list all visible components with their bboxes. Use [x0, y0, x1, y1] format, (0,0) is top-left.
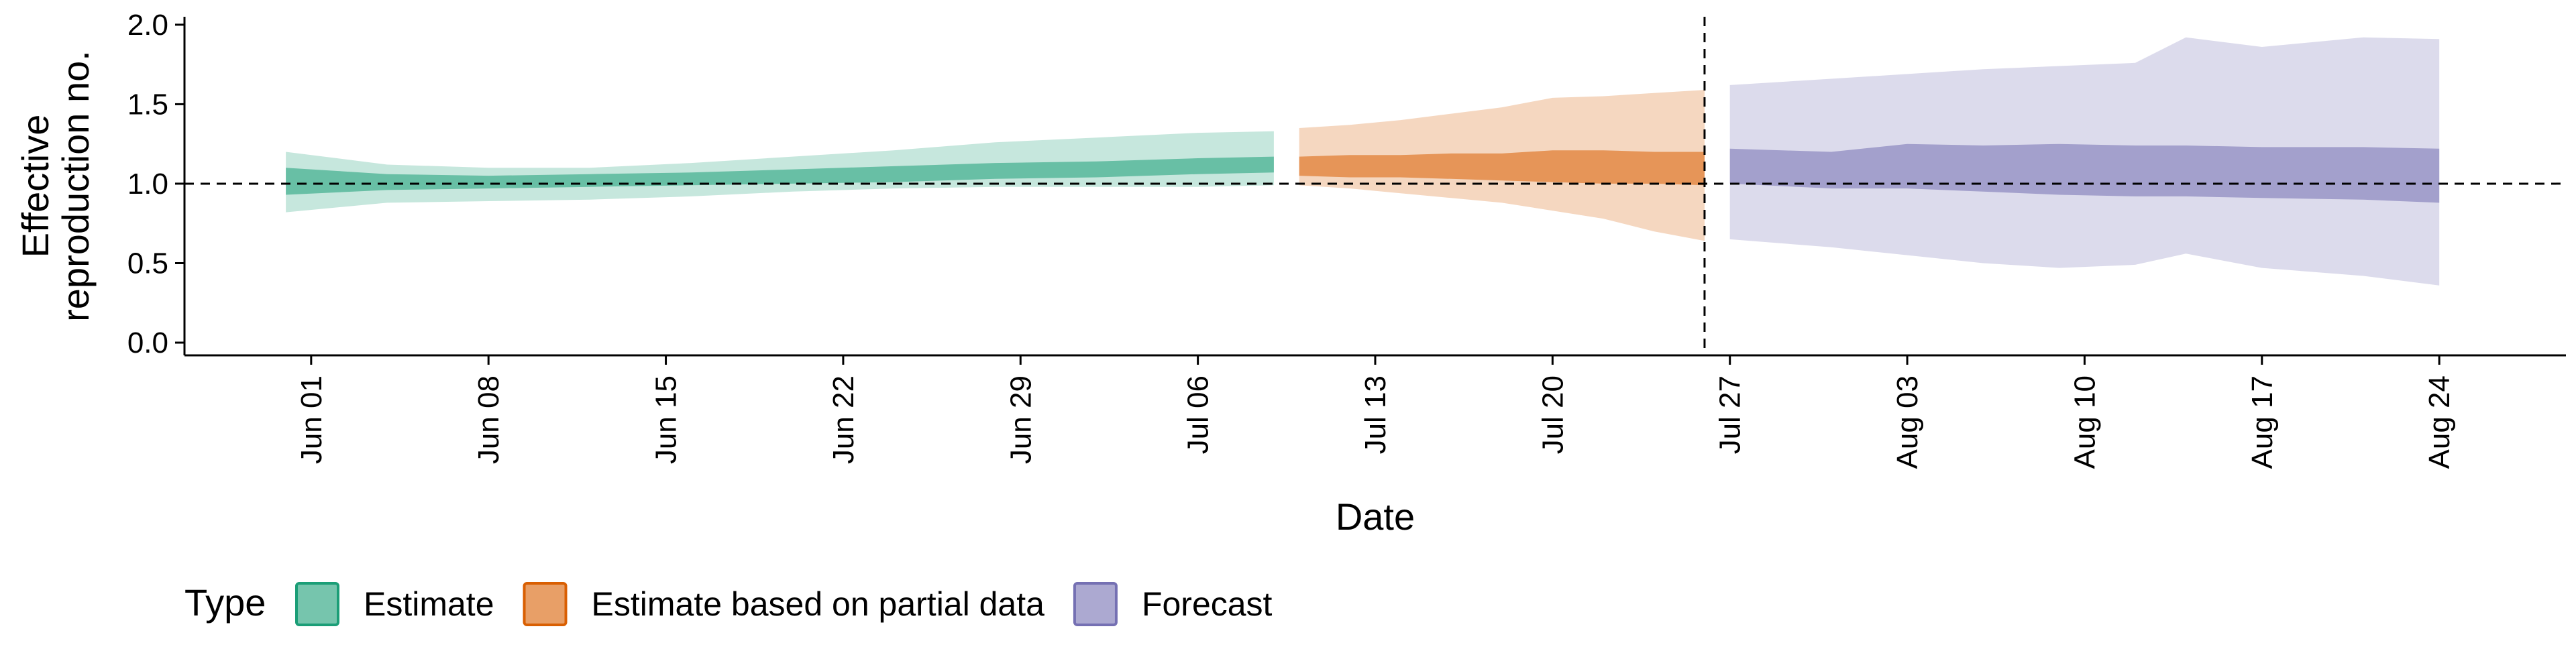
estimate-inner-band — [286, 156, 1274, 195]
estimate-based-on-partial-data-inner-band — [1299, 150, 1705, 186]
y-tick-label: 0.0 — [127, 327, 168, 359]
y-tick-label: 2.0 — [127, 9, 168, 42]
x-tick-label: Jul 06 — [1182, 375, 1215, 454]
y-tick-label: 0.5 — [127, 247, 168, 280]
x-tick-label: Jul 20 — [1536, 375, 1569, 454]
legend-key-estimate-based-on-partial-data — [523, 582, 568, 626]
y-tick-label: 1.5 — [127, 88, 168, 121]
x-tick-label: Jun 15 — [650, 375, 683, 464]
x-tick-label: Jul 27 — [1714, 375, 1747, 454]
legend: Type Estimate Estimate based on partial da… — [184, 581, 1273, 626]
x-tick-label: Aug 03 — [1891, 375, 1924, 469]
x-tick-label: Jun 01 — [295, 375, 328, 464]
y-axis-title: Effectivereproduction no. — [14, 50, 97, 322]
y-tick-label: 1.0 — [127, 168, 168, 200]
x-tick-label: Aug 10 — [2068, 375, 2101, 469]
x-tick-label: Jun 22 — [827, 375, 860, 464]
plot-area — [184, 17, 2566, 355]
x-tick-label: Jun 08 — [472, 375, 505, 464]
legend-label-forecast: Forecast — [1142, 585, 1273, 623]
x-tick-label: Aug 24 — [2423, 375, 2456, 469]
legend-key-forecast — [1073, 582, 1118, 626]
x-tick-label: Jun 29 — [1004, 375, 1037, 464]
legend-label-estimate-based-on-partial-data: Estimate based on partial data — [592, 585, 1045, 623]
y-axis-title-line: Effective — [14, 115, 56, 258]
forecast-inner-band — [1729, 143, 2440, 203]
legend-title: Type — [184, 581, 266, 624]
legend-label-estimate: Estimate — [364, 585, 494, 623]
y-axis-title-line: reproduction no. — [54, 50, 97, 322]
x-axis-title: Date — [1336, 495, 1415, 538]
legend-key-estimate — [295, 582, 339, 626]
x-tick-label: Jul 13 — [1359, 375, 1392, 454]
axes: 0.0 0.5 1.0 1.5 2.0 Jun 01 Jun 08 Jun 15 Jun 22 J… — [14, 9, 2566, 538]
x-tick-label: Aug 17 — [2246, 375, 2279, 469]
